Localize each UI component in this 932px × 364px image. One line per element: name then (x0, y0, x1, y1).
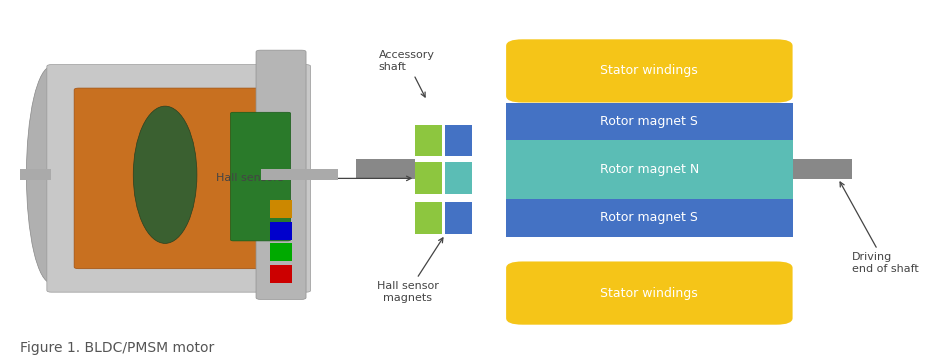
Text: Rotor magnet S: Rotor magnet S (600, 115, 698, 128)
Bar (415, 124, 443, 157)
Text: Figure 1. BLDC/PMSM motor: Figure 1. BLDC/PMSM motor (20, 341, 213, 355)
Bar (792, 159, 852, 179)
Bar (269, 244, 293, 261)
Text: Rotor magnet S: Rotor magnet S (600, 211, 698, 225)
Ellipse shape (26, 66, 76, 283)
FancyBboxPatch shape (256, 50, 306, 300)
Text: Stator windings: Stator windings (600, 64, 698, 78)
Bar (269, 265, 293, 283)
Bar (445, 124, 473, 157)
Bar (445, 162, 473, 194)
Bar (506, 103, 792, 141)
FancyBboxPatch shape (506, 39, 792, 103)
Bar (415, 162, 443, 194)
Bar (269, 222, 293, 240)
Text: Stator windings: Stator windings (600, 286, 698, 300)
Ellipse shape (133, 106, 197, 244)
Bar (506, 199, 792, 237)
FancyBboxPatch shape (506, 261, 792, 325)
Bar (20, 169, 51, 180)
FancyBboxPatch shape (230, 112, 291, 241)
Text: Hall sensors: Hall sensors (215, 173, 411, 183)
Bar (269, 200, 293, 218)
Bar (356, 159, 415, 179)
Bar (506, 141, 792, 199)
Text: Rotor magnet N: Rotor magnet N (599, 163, 699, 176)
Text: Accessory
shaft: Accessory shaft (378, 50, 435, 97)
FancyBboxPatch shape (75, 88, 265, 269)
Text: Driving
end of shaft: Driving end of shaft (840, 182, 918, 274)
FancyBboxPatch shape (47, 64, 310, 292)
Bar (261, 169, 338, 180)
Text: Hall sensor
magnets: Hall sensor magnets (377, 238, 443, 303)
Bar (20, 45, 329, 327)
Bar (415, 202, 443, 234)
Bar (445, 202, 473, 234)
